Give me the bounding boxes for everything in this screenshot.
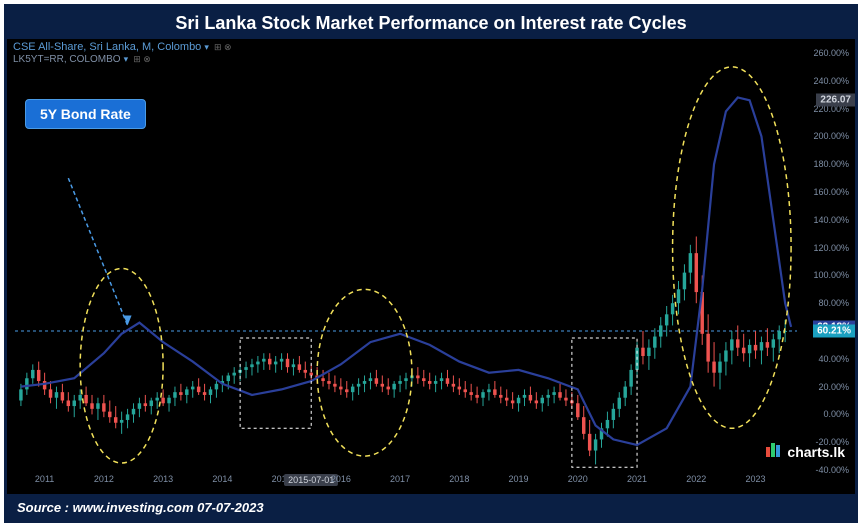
x-tick: 2017 [390,474,410,484]
chevron-down-icon[interactable]: ▾ [204,42,209,53]
value-tag: 60.21% [813,324,855,337]
chart-title: Sri Lanka Stock Market Performance on In… [175,13,686,34]
x-tick: 2018 [449,474,469,484]
y-tick: 100.00% [813,270,849,280]
y-tick: 120.00% [813,243,849,253]
chart-svg [15,53,797,470]
y-tick: 180.00% [813,159,849,169]
x-tick: 2013 [153,474,173,484]
x-tick: 2011 [35,474,54,484]
x-tick: 2023 [746,474,766,484]
x-tick: 2019 [509,474,529,484]
y-tick: -40.00% [815,465,849,475]
y-tick: 20.00% [818,382,849,392]
y-tick: 240.00% [813,76,849,86]
x-tick: 2022 [686,474,706,484]
frame: Sri Lanka Stock Market Performance on In… [4,4,858,523]
ticker-controls[interactable]: ⊞ ⊗ [214,42,232,52]
y-tick: 80.00% [818,298,849,308]
brand-text: charts.lk [787,444,845,460]
ticker-main[interactable]: CSE All-Share, Sri Lanka, M, Colombo [13,41,201,53]
x-tick: 2021 [627,474,647,484]
x-tick: 2012 [94,474,114,484]
y-tick: 40.00% [818,354,849,364]
source-text: Source : www.investing.com 07-07-2023 [17,500,264,515]
x-axis: 201120122013201420152015-07-012016201720… [15,470,797,494]
x-tick: 2014 [212,474,232,484]
y-tick: 160.00% [813,187,849,197]
x-tick: 2016 [331,474,351,484]
value-tag: 226.07 [816,94,855,107]
y-axis: -40.00%-20.00%0.00%20.00%40.00%60.00%80.… [797,53,855,470]
title-bar: Sri Lanka Stock Market Performance on In… [7,7,855,39]
y-tick: 140.00% [813,215,849,225]
y-tick: 0.00% [823,409,849,419]
brand-watermark: charts.lk [766,443,845,460]
chart-area: CSE All-Share, Sri Lanka, M, Colombo ▾ ⊞… [7,39,855,494]
source-bar: Source : www.investing.com 07-07-2023 [7,494,855,520]
y-tick: 200.00% [813,131,849,141]
y-tick: 260.00% [813,48,849,58]
x-tick: 2020 [568,474,588,484]
